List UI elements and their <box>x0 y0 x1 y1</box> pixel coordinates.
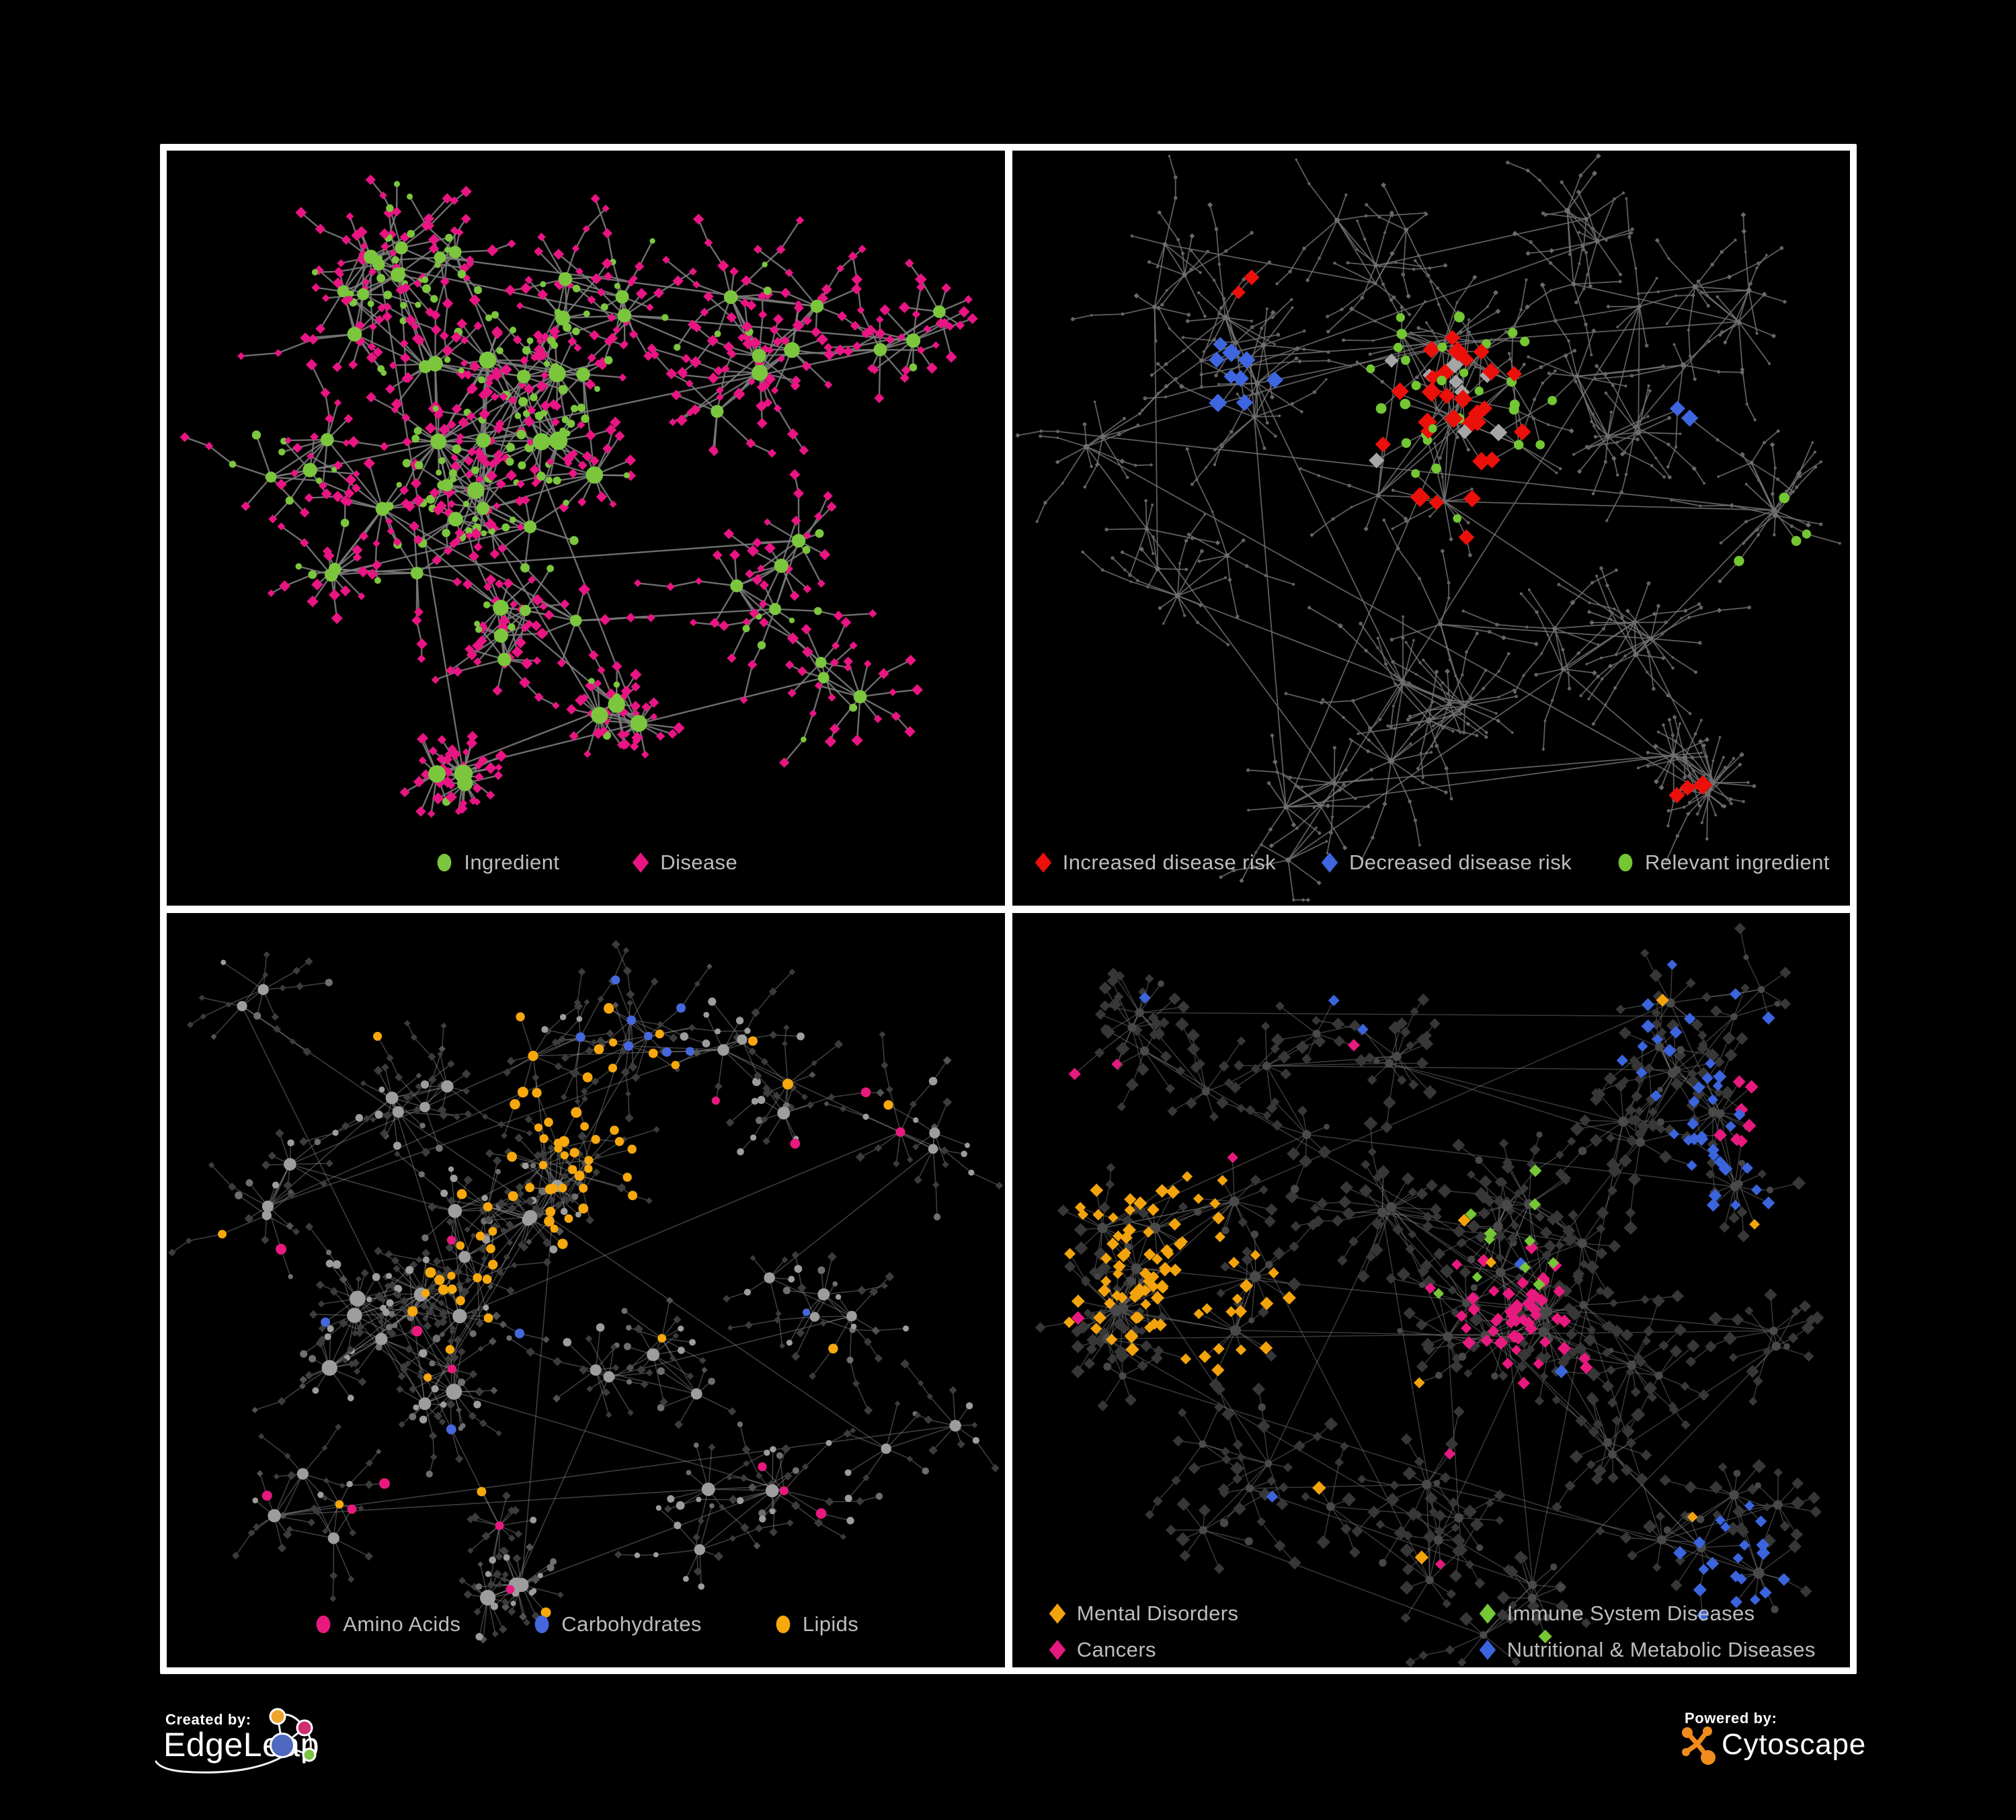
legend-label: Carbohydrates <box>561 1612 702 1636</box>
legend-item-relevant-ingredient: Relevant ingredient <box>1615 850 1830 875</box>
legend-circle-icon <box>1618 853 1633 871</box>
legend-nutrient-classes: Amino Acids Carbohydrates Lipids <box>167 1612 1005 1636</box>
legend-diamond-icon <box>1321 852 1338 873</box>
legend-item-carbohydrates: Carbohydrates <box>531 1612 702 1636</box>
legend-diamond-icon <box>1479 1603 1496 1624</box>
panel-grid: Ingredient Disease Increased disease risk… <box>160 144 1857 1674</box>
legend-item-amino-acids: Amino Acids <box>313 1612 460 1636</box>
network-nutrient-classes <box>168 939 1004 1643</box>
legend-label: Disease <box>660 850 738 874</box>
panel-nutrient-classes: Amino Acids Carbohydrates Lipids <box>167 912 1005 1667</box>
legend-ingredient-disease: Ingredient Disease <box>167 850 1005 875</box>
network-disease-risk <box>1014 153 1841 902</box>
network-disease-categories <box>1035 922 1824 1667</box>
legend-circle-icon <box>776 1615 791 1634</box>
legend-item-cancers: Cancers <box>1047 1638 1406 1662</box>
legend-circle-icon <box>534 1615 549 1634</box>
legend-circle-icon <box>316 1615 331 1634</box>
cytoscape-wordmark: Cytoscape <box>1722 1728 1867 1761</box>
edgeleap-logo-icon <box>269 1708 317 1762</box>
edgeleap-swoosh-icon <box>155 1748 294 1774</box>
legend-label: Decreased disease risk <box>1349 850 1572 874</box>
legend-label: Nutritional & Metabolic Diseases <box>1506 1638 1816 1661</box>
edgeleap-node-orange <box>269 1708 286 1725</box>
legend-item-lipids: Lipids <box>772 1612 858 1636</box>
created-by-label: Created by: <box>165 1711 251 1728</box>
edgeleap-node-blue <box>270 1733 295 1758</box>
legend-label: Relevant ingredient <box>1645 850 1830 874</box>
panel-disease-risk: Increased disease risk Decreased disease … <box>1012 151 1851 906</box>
legend-label: Amino Acids <box>343 1612 461 1636</box>
legend-diamond-icon <box>633 852 649 873</box>
legend-disease-risk: Increased disease risk Decreased disease … <box>1012 850 1851 875</box>
edgeleap-node-green <box>302 1747 317 1762</box>
legend-diamond-icon <box>1049 1639 1065 1661</box>
legend-item-disease: Disease <box>630 850 737 875</box>
legend-item-increased-disease-risk: Increased disease risk <box>1033 850 1276 875</box>
legend-diamond-icon <box>1049 1603 1065 1624</box>
legend-label: Immune System Diseases <box>1506 1601 1755 1625</box>
legend-label: Increased disease risk <box>1062 850 1276 874</box>
legend-circle-icon <box>438 853 452 871</box>
powered-by-label: Powered by: <box>1685 1710 1777 1727</box>
legend-disease-categories: Mental Disorders Immune System Diseases Ca… <box>1012 1601 1851 1662</box>
legend-item-nutritional-metabolic-diseases: Nutritional & Metabolic Diseases <box>1477 1638 1816 1662</box>
panel-disease-categories: Mental Disorders Immune System Diseases Ca… <box>1012 912 1851 1667</box>
legend-label: Lipids <box>802 1612 859 1636</box>
legend-label: Ingredient <box>464 850 560 874</box>
legend-item-decreased-disease-risk: Decreased disease risk <box>1319 850 1572 875</box>
panel-ingredient-disease: Ingredient Disease <box>167 151 1005 906</box>
cytoscape-logo-icon <box>1682 1727 1716 1765</box>
legend-diamond-icon <box>1035 852 1052 873</box>
legend-item-ingredient: Ingredient <box>434 850 559 875</box>
legend-label: Cancers <box>1076 1638 1156 1661</box>
edgeleap-node-pink <box>296 1719 313 1737</box>
legend-diamond-icon <box>1479 1639 1496 1661</box>
legend-item-immune-system-diseases: Immune System Diseases <box>1477 1601 1816 1626</box>
network-ingredient-disease <box>179 174 978 818</box>
legend-label: Mental Disorders <box>1076 1601 1239 1625</box>
legend-item-mental-disorders: Mental Disorders <box>1047 1601 1406 1626</box>
